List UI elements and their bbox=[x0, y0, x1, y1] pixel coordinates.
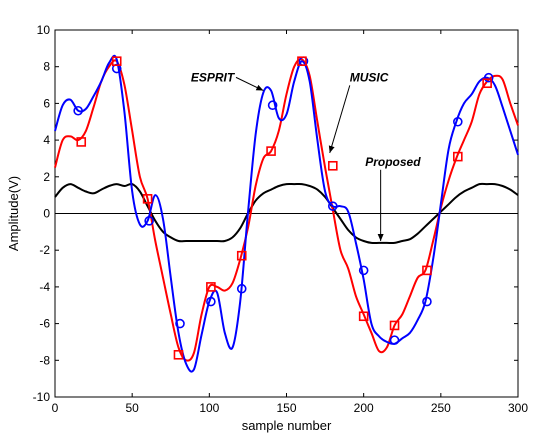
data-point-esprit bbox=[422, 296, 432, 307]
x-tick-label: 100 bbox=[199, 401, 219, 415]
y-tick-label: -10 bbox=[33, 390, 51, 404]
y-tick-label: 8 bbox=[43, 60, 50, 74]
x-axis-title: sample number bbox=[242, 418, 332, 433]
data-point-esprit bbox=[327, 201, 338, 211]
x-tick-label: 300 bbox=[508, 401, 528, 415]
data-point-music bbox=[236, 250, 247, 261]
data-point-music bbox=[389, 320, 400, 331]
data-point-esprit bbox=[358, 265, 369, 276]
x-tick-label: 0 bbox=[52, 401, 59, 415]
y-tick-label: 10 bbox=[37, 23, 51, 37]
data-point-music bbox=[422, 265, 432, 276]
annotation-arrow-esprit bbox=[235, 76, 264, 92]
data-point-music bbox=[76, 137, 87, 147]
data-point-music bbox=[297, 56, 307, 66]
data-point-esprit bbox=[144, 216, 154, 226]
y-tick-label: 6 bbox=[43, 96, 50, 110]
data-point-esprit bbox=[73, 105, 83, 116]
y-tick-label: -6 bbox=[39, 317, 50, 331]
annotation-layer: ESPRIT MUSIC Proposed bbox=[191, 70, 421, 242]
data-point-music bbox=[111, 56, 122, 66]
data-point-esprit bbox=[389, 335, 400, 345]
y-tick-label: -8 bbox=[39, 353, 50, 367]
y-axis-title: Amplitude(V) bbox=[6, 176, 21, 251]
y-tick-label: 4 bbox=[43, 133, 50, 147]
data-point-esprit bbox=[453, 116, 463, 127]
data-point-esprit bbox=[236, 283, 247, 294]
data-point-music bbox=[482, 78, 492, 89]
data-point-music bbox=[266, 146, 276, 156]
data-point-music bbox=[142, 194, 153, 204]
annotation-label-esprit: ESPRIT bbox=[191, 70, 236, 84]
x-tick-label: 50 bbox=[125, 401, 139, 415]
data-point-music bbox=[173, 349, 184, 360]
marker-layer bbox=[73, 56, 494, 360]
data-point-esprit bbox=[175, 318, 185, 329]
x-tick-label: 150 bbox=[276, 401, 296, 415]
data-point-music bbox=[358, 311, 369, 322]
tick-layer: 0 50 100 150 200 250 300 -10 -8 -6 -4 -2 0 2 4 6 8 10 bbox=[33, 23, 529, 415]
y-tick-label: 0 bbox=[43, 207, 50, 221]
data-point-music bbox=[206, 282, 216, 292]
y-tick-label: -4 bbox=[39, 280, 50, 294]
data-point-music bbox=[453, 151, 463, 162]
data-point-esprit bbox=[267, 100, 278, 111]
y-tick-label: 2 bbox=[43, 170, 50, 184]
annotation-label-proposed: Proposed bbox=[365, 155, 421, 169]
annotation-label-music: MUSIC bbox=[350, 70, 389, 84]
data-point-esprit bbox=[483, 72, 494, 83]
x-tick-label: 200 bbox=[354, 401, 374, 415]
data-point-esprit bbox=[206, 296, 216, 307]
y-tick-label: -2 bbox=[39, 243, 50, 257]
data-point-music bbox=[327, 160, 338, 171]
series-line-esprit bbox=[54, 54, 519, 373]
annotation-arrow-music bbox=[328, 85, 351, 154]
x-tick-label: 250 bbox=[431, 401, 451, 415]
series-layer bbox=[54, 54, 519, 373]
